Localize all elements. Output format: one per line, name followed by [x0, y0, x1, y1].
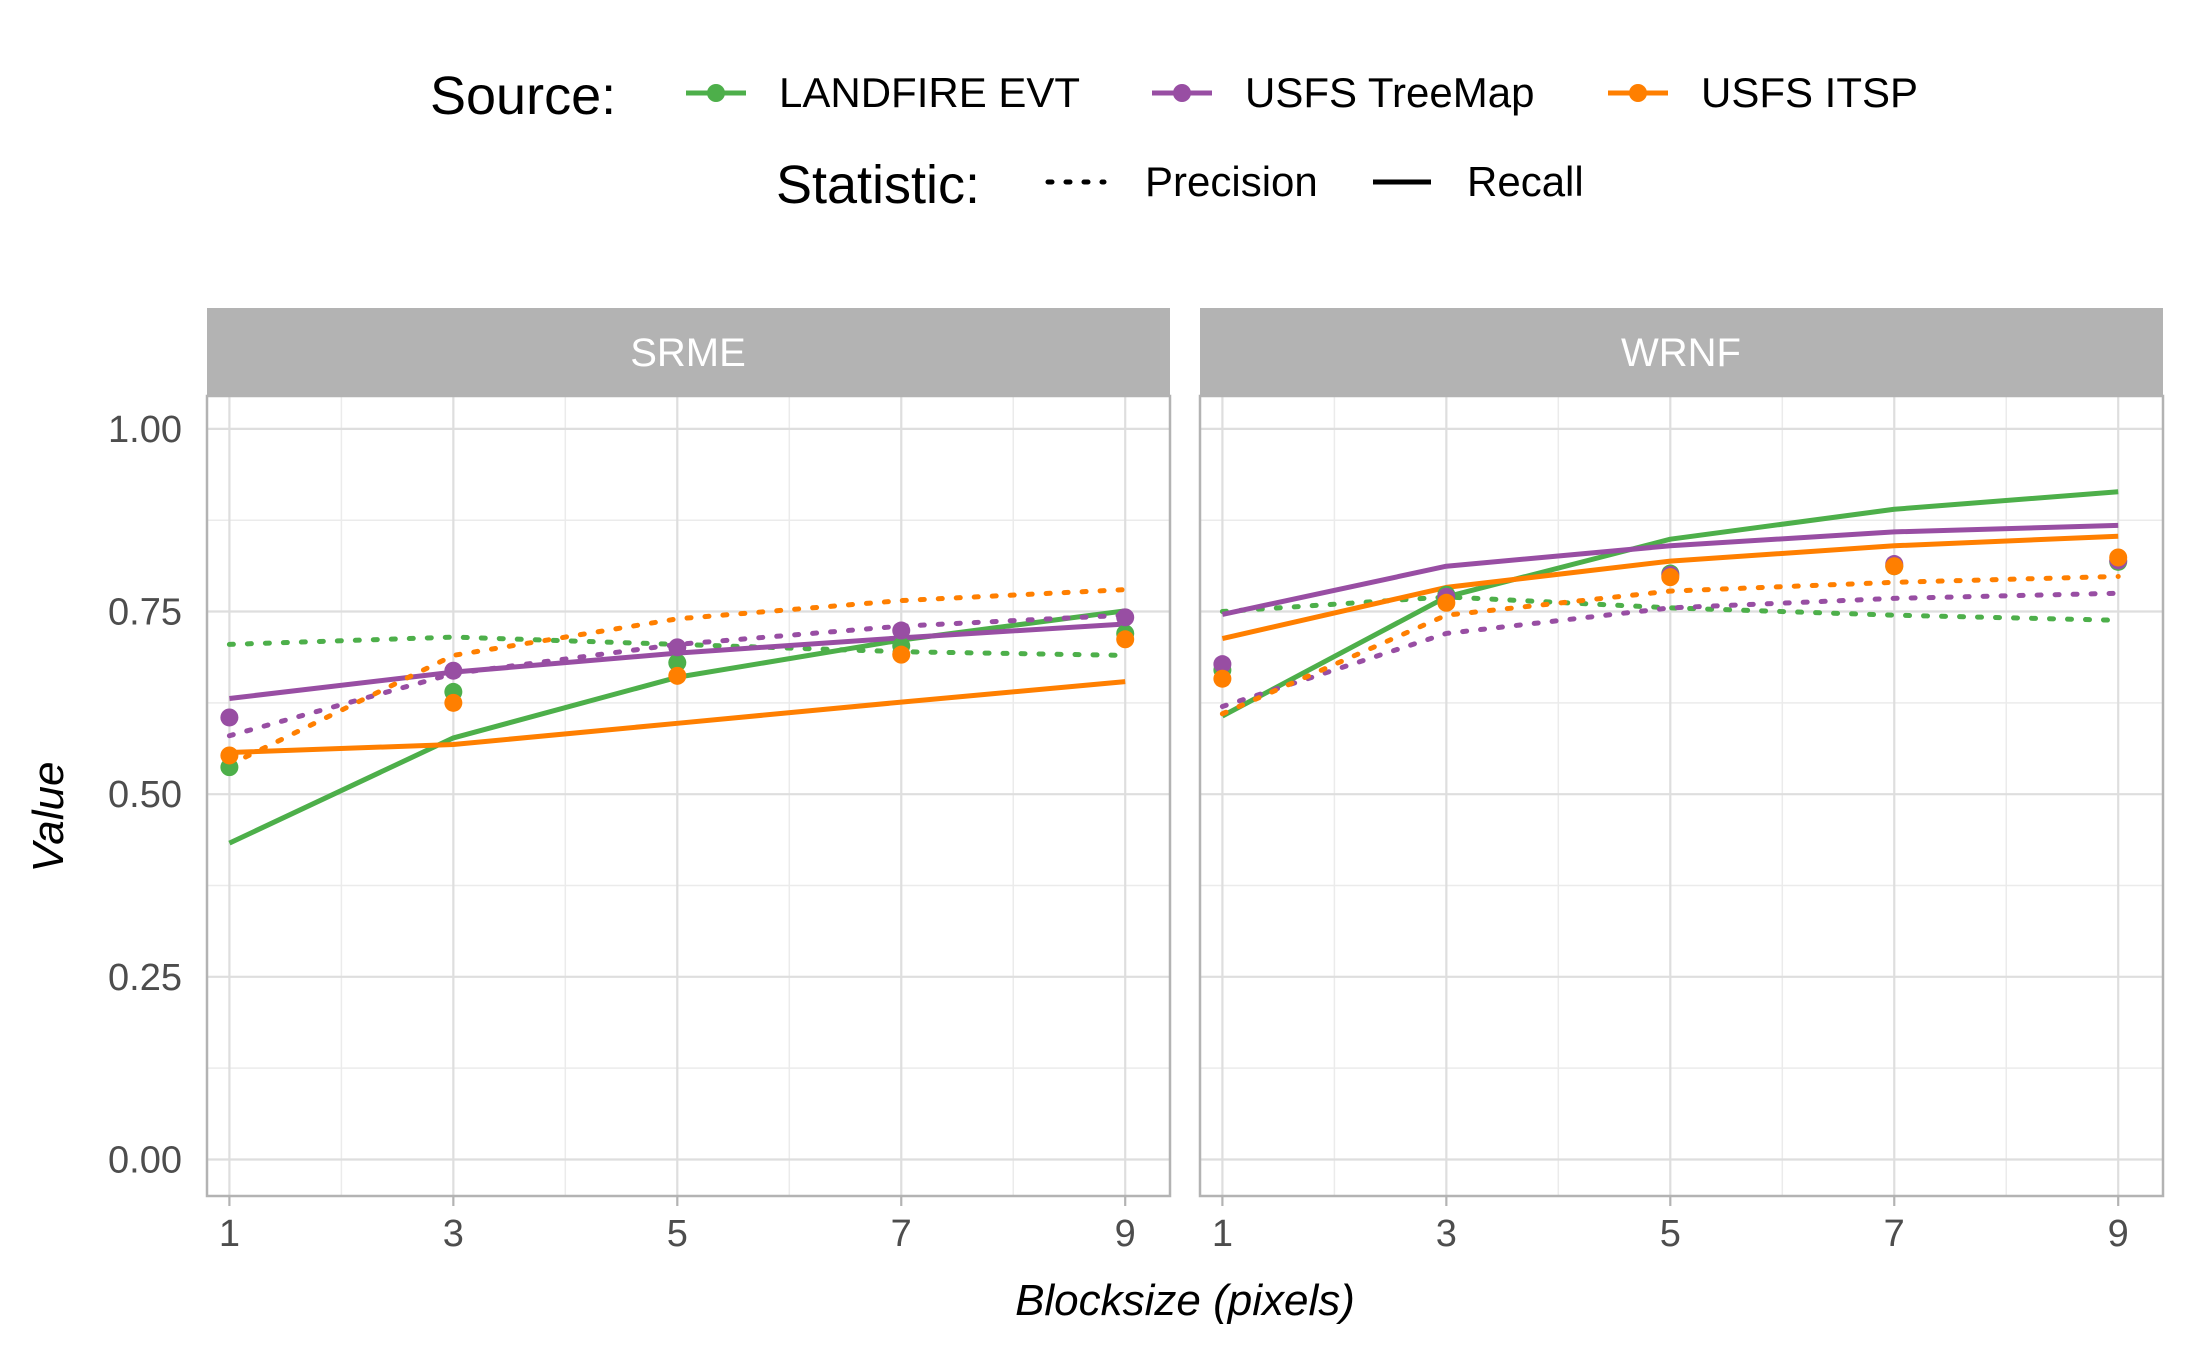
series-line-usfs-itsp-recall: [229, 679, 1126, 756]
legend: Source: LANDFIRE EVT USFS TreeMap USFS I…: [430, 66, 1918, 215]
x-axis: 1 3 5 7 9: [1212, 1196, 2129, 1255]
legend-source-label: USFS TreeMap: [1245, 69, 1534, 116]
legend-statistic-title: Statistic:: [776, 155, 980, 215]
legend-source-label: LANDFIRE EVT: [779, 69, 1080, 116]
x-tick-label: 7: [1884, 1213, 1905, 1255]
data-point-usfs-itsp: [892, 645, 911, 664]
panel-strip-label: SRME: [630, 331, 746, 375]
y-tick-label: 0.00: [108, 1139, 182, 1181]
panel-wrnf: WRNF 1 3 5 7 9: [1198, 308, 2165, 1255]
data-point-usfs-treemap: [892, 621, 911, 640]
series-line-usfs-treemap-precision: [1219, 590, 2121, 710]
legend-source-label: USFS ITSP: [1701, 69, 1918, 116]
legend-statistic-label: Precision: [1145, 158, 1318, 205]
data-point-usfs-itsp: [668, 666, 687, 685]
series-line-usfs-treemap-precision: [226, 612, 1128, 739]
data-point-usfs-treemap: [220, 708, 239, 727]
data-point-landfire-evt: [668, 653, 687, 672]
panel-grid: [207, 396, 1170, 1196]
x-tick-label: 5: [667, 1213, 688, 1255]
legend-key-point: [1173, 84, 1191, 102]
x-tick-label: 9: [2108, 1213, 2129, 1255]
y-tick-label: 0.25: [108, 957, 182, 999]
legend-statistic-entry: Recall: [1373, 158, 1584, 205]
data-point-usfs-itsp: [1885, 557, 1904, 576]
legend-statistic-label: Recall: [1467, 158, 1584, 205]
panel-border: [1198, 394, 2165, 1198]
series-line-usfs-itsp-recall: [1221, 533, 2119, 641]
series-line-landfire-evt-precision: [1219, 594, 2121, 623]
legend-key-point: [1629, 84, 1647, 102]
series-line-usfs-treemap-recall: [1221, 522, 2119, 617]
y-tick-label: 1.00: [108, 409, 182, 451]
legend-source-entry: USFS TreeMap: [1152, 69, 1534, 116]
x-tick-label: 3: [1436, 1213, 1457, 1255]
legend-source-title: Source:: [430, 66, 616, 126]
data-point-usfs-itsp: [220, 746, 239, 765]
panel-strip-label: WRNF: [1621, 331, 1741, 375]
x-tick-label: 3: [443, 1213, 464, 1255]
data-point-usfs-itsp: [1437, 593, 1456, 612]
data-point-usfs-treemap: [444, 661, 463, 680]
panel-srme: SRME 1 3 5 7 9: [205, 308, 1172, 1255]
data-point-usfs-treemap: [1116, 608, 1135, 627]
x-tick-label: 1: [1212, 1213, 1233, 1255]
data-point-usfs-itsp: [1213, 669, 1232, 688]
panel-border: [205, 394, 1172, 1198]
panel-series: [1213, 489, 2128, 719]
data-point-usfs-itsp: [1661, 568, 1680, 587]
data-point-usfs-treemap: [1213, 655, 1232, 674]
legend-statistic-entry: Precision: [1045, 158, 1318, 205]
series-line-usfs-itsp-precision: [226, 587, 1128, 768]
panel-strip: [1200, 308, 2163, 395]
panel-series: [220, 587, 1135, 846]
data-point-usfs-treemap: [668, 638, 687, 657]
x-tick-label: 7: [891, 1213, 912, 1255]
panel-grid: [1200, 396, 2163, 1196]
legend-source-entry: USFS ITSP: [1608, 69, 1918, 116]
x-axis: 1 3 5 7 9: [219, 1196, 1136, 1255]
legend-key-point: [707, 84, 725, 102]
data-point-usfs-itsp: [1116, 630, 1135, 649]
data-point-usfs-itsp: [444, 693, 463, 712]
y-tick-label: 0.75: [108, 592, 182, 634]
x-tick-label: 9: [1115, 1213, 1136, 1255]
y-tick-label: 0.50: [108, 774, 182, 816]
series-line-landfire-evt-recall: [1221, 489, 2119, 719]
data-point-usfs-itsp: [2109, 548, 2128, 567]
legend-source-entry: LANDFIRE EVT: [686, 69, 1080, 116]
x-tick-label: 5: [1660, 1213, 1681, 1255]
series-line-usfs-itsp-precision: [1219, 573, 2121, 717]
x-tick-label: 1: [219, 1213, 240, 1255]
y-axis-title: Value: [24, 762, 73, 873]
y-axis: 0.00 0.25 0.50 0.75 1.00: [108, 409, 182, 1182]
panel-strip: [207, 308, 1170, 395]
x-axis-title: Blocksize (pixels): [1015, 1276, 1355, 1325]
